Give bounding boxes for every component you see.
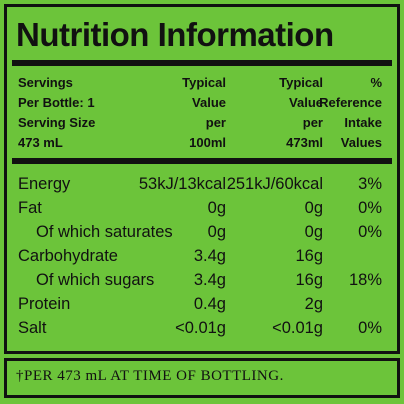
header-cell: Typical — [182, 75, 226, 90]
row-value: 0g — [207, 223, 226, 241]
header-cell: Per Bottle: 1 — [18, 95, 95, 110]
header-cell: % — [370, 75, 382, 90]
row-value: 16g — [295, 247, 323, 265]
header-cell: Serving Size — [18, 115, 96, 130]
row-label: Of which sugars — [36, 271, 155, 289]
row-value: 3.4g — [193, 247, 226, 265]
header-cell: Servings — [18, 75, 73, 90]
row-value: 0% — [358, 223, 382, 241]
row-value: 18% — [348, 271, 382, 289]
row-label: Protein — [18, 295, 71, 313]
row-value: <0.01g — [175, 319, 226, 337]
header-cell: per — [302, 115, 323, 130]
footnote-border — [4, 358, 400, 398]
row-value: 0% — [358, 199, 382, 217]
row-label: Energy — [18, 175, 71, 193]
rule — [12, 158, 392, 164]
header-cell: Value — [192, 95, 226, 110]
row-value: <0.01g — [272, 319, 323, 337]
row-value: 3% — [358, 175, 382, 193]
header-cell: Value — [289, 95, 323, 110]
title: Nutrition Information — [16, 16, 334, 53]
header-cell: Typical — [279, 75, 323, 90]
label-border — [4, 4, 400, 354]
row-value: 0g — [304, 223, 323, 241]
header-cell: Values — [340, 135, 382, 150]
row-value: 0g — [207, 199, 226, 217]
header-cell: 100ml — [189, 135, 226, 150]
row-label: Fat — [18, 199, 42, 217]
header-cell: Reference — [319, 95, 382, 110]
row-value: 3.4g — [193, 271, 226, 289]
row-value: 16g — [295, 271, 323, 289]
header-cell: Intake — [344, 115, 382, 130]
row-value: 251kJ/60kcal — [226, 175, 323, 193]
row-value: 53kJ/13kcal — [138, 175, 226, 193]
row-value: 0% — [358, 319, 382, 337]
footnote: †PER 473 mL AT TIME OF BOTTLING. — [16, 368, 284, 384]
row-label: Of which saturates — [36, 223, 173, 241]
header-cell: 473ml — [286, 135, 323, 150]
row-value: 0g — [304, 199, 323, 217]
row-label: Carbohydrate — [18, 247, 118, 265]
row-value: 0.4g — [193, 295, 226, 313]
row-label: Salt — [18, 319, 47, 337]
header-cell: per — [205, 115, 226, 130]
row-value: 2g — [304, 295, 323, 313]
header-cell: 473 mL — [18, 135, 63, 150]
rule — [12, 60, 392, 66]
